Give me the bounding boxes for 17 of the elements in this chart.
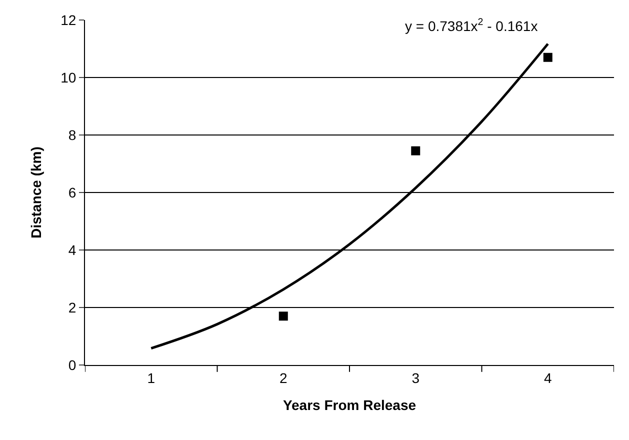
x-tick-label: 2 <box>279 370 288 386</box>
point <box>278 312 288 321</box>
x-axis-title: Years From Release <box>282 397 416 414</box>
y-tick-label: 8 <box>68 126 76 143</box>
y-tick-label: 6 <box>68 184 76 200</box>
point <box>543 52 552 62</box>
y-tick-label: 12 <box>60 12 76 28</box>
x-tick-label: 1 <box>147 370 156 386</box>
y-tick-label: 0 <box>68 356 76 373</box>
y-axis-title: Distance (km) <box>28 146 44 238</box>
y-tick-label: 4 <box>68 242 76 258</box>
point <box>411 146 420 156</box>
x-tick-label: 3 <box>412 370 420 386</box>
y-tick-label: 10 <box>60 69 76 86</box>
x-tick-label: 4 <box>544 370 552 386</box>
annotation: y = 0.7381x$^{2}$ - 0.161x <box>405 17 538 34</box>
y-tick-label: 2 <box>68 299 76 316</box>
